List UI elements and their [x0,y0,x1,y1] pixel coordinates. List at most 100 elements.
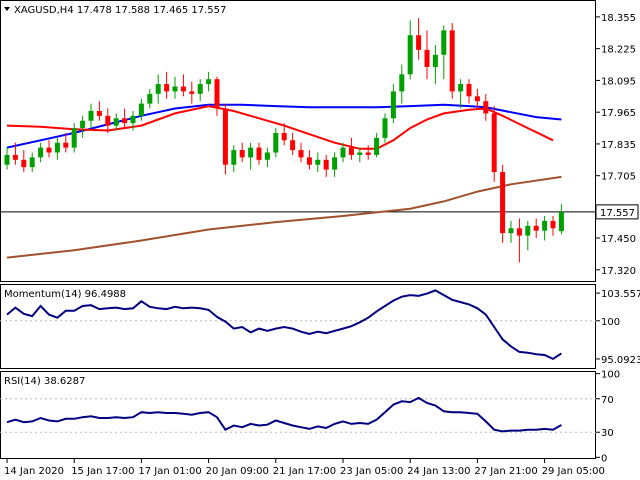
candle-body [172,86,178,92]
time-tick-label: 17 Jan 01:00 [138,466,201,477]
candle [281,123,287,146]
price-tick-label: 17.835 [601,140,636,151]
candle [63,132,69,153]
candle [542,216,548,241]
symbol-header: XAGUSD,H4 17.478 17.588 17.465 17.557 [4,5,226,16]
candle [550,216,556,236]
time-tick-label: 29 Jan 05:00 [542,466,605,477]
rsi-pane: 100 70 30 0 RSI(14) 38.6287 [0,370,620,464]
momentum-tick-label: 95.0923 [601,355,640,366]
candle-body [214,79,220,109]
candle-body [298,150,304,158]
candle [138,98,144,121]
rsi-label: RSI(14) 38.6287 [4,376,85,387]
price-tick-label: 17.705 [601,172,636,183]
candle-body [281,132,287,141]
candle [231,145,237,173]
price-tick-label: 17.965 [601,108,636,119]
current-price-tag: 17.557 [595,204,639,220]
rsi-tick-label: 30 [601,428,614,439]
ma-fast-line [6,105,554,150]
candle [525,220,531,251]
candle [172,76,178,99]
time-tick-label: 15 Jan 17:00 [71,466,134,477]
candle [500,164,506,243]
collapse-triangle-icon[interactable] [4,7,10,11]
candle [516,218,522,263]
candle-body [407,35,413,75]
candle [407,20,413,80]
price-tick-label: 18.095 [601,76,636,87]
momentum-axis: 103.5577 100 95.0923 [596,289,640,366]
candle-body [88,110,94,121]
candle [130,110,136,131]
candle-body [542,220,548,231]
candle [424,30,430,80]
candle-body [290,140,296,151]
candle-body [449,30,455,92]
candle [264,147,270,168]
time-tick-label: 27 Jan 21:00 [474,466,537,477]
momentum-tick-label: 100 [601,317,620,328]
candle [441,25,447,80]
candle-body [466,84,472,97]
candle [4,147,10,170]
time-tick-label: 20 Jan 09:00 [206,466,269,477]
candle-body [54,142,60,153]
momentum-line [6,289,562,361]
rsi-tick-label: 0 [601,453,607,464]
candle [239,142,245,163]
candle [29,152,35,173]
candle-body [390,91,396,119]
candle [113,113,119,131]
candle [533,218,539,239]
candle [491,106,497,182]
candle-body [206,79,212,85]
candle-body [525,225,531,236]
candle-body [332,157,338,170]
candle-body [63,142,69,148]
candle [189,81,195,104]
candle-body [122,118,128,124]
candle [390,84,396,124]
candle-body [500,172,506,234]
candle [155,74,161,104]
candle [88,103,94,129]
candle [306,150,312,170]
candle [21,150,27,173]
momentum-pane: 103.5577 100 95.0923 Momentum(14) 96.4988 [0,284,640,369]
candle [222,103,228,175]
candle [315,152,321,173]
candle [147,88,153,109]
candle [12,142,18,165]
candle [105,108,111,133]
time-tick-label: 21 Jan 17:00 [273,466,336,477]
price-tick-label: 17.320 [601,266,636,277]
candle-body [4,154,10,165]
candle-body [441,30,447,55]
candle [96,101,102,121]
candle-body [231,150,237,165]
candle-body [147,93,153,104]
current-price-tag-bg [595,204,639,220]
candle [332,152,338,177]
candle-body [306,157,312,165]
candle [483,93,489,121]
candle-body [357,152,363,155]
candle [348,137,354,160]
candle-body [550,220,556,229]
price-tick-label: 18.355 [601,13,636,24]
time-tick-label: 24 Jan 13:00 [407,466,470,477]
candle [214,76,220,116]
candle-body [399,74,405,92]
candle [54,137,60,160]
candle-body [323,159,329,170]
price-tick-label: 18.225 [601,45,636,56]
candle-body [239,150,245,158]
candle-body [113,118,119,126]
candle-body [340,147,346,158]
candles [4,18,564,263]
candle [508,220,514,243]
candle [382,113,388,143]
candle-body [138,103,144,116]
